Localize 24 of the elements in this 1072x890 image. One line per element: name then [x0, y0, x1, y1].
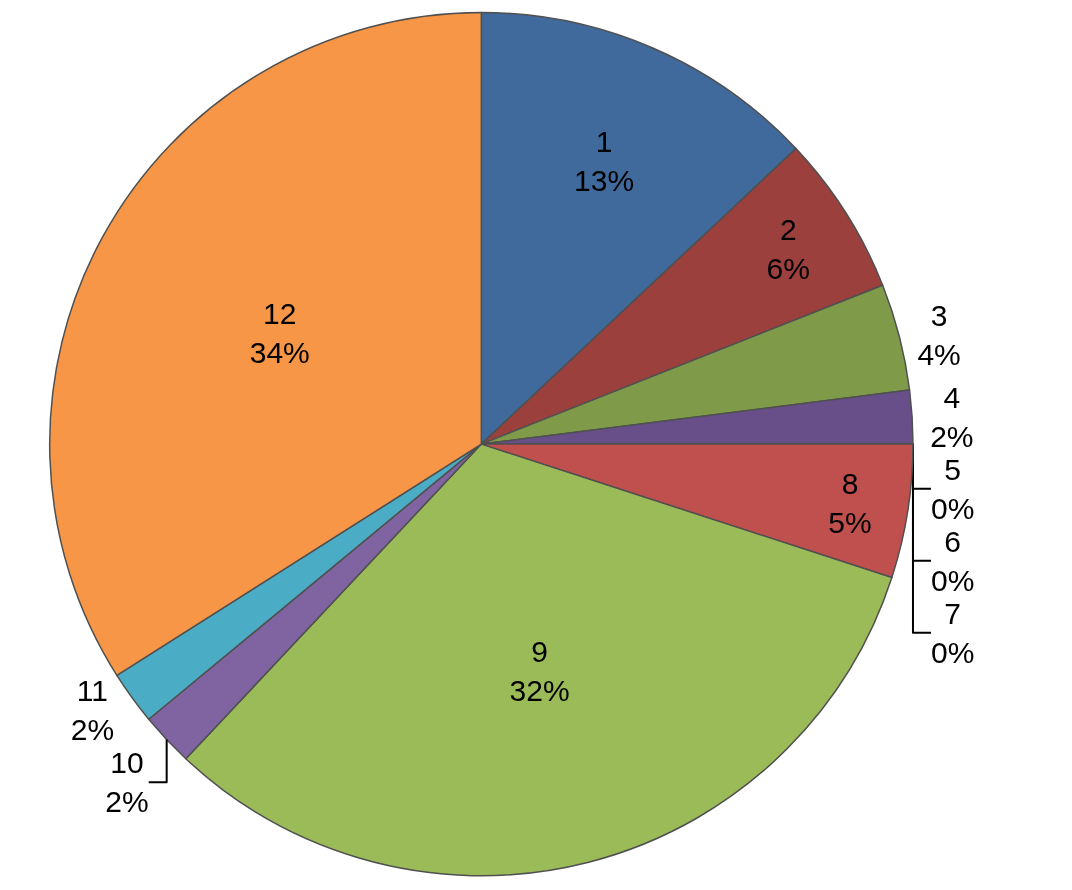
slice-label: 8	[841, 466, 859, 500]
data-label: 2%	[70, 713, 115, 747]
text: 0%	[930, 635, 975, 669]
data-label: 2%	[930, 419, 974, 453]
text: 0%	[930, 491, 975, 525]
data-label: 5%	[828, 505, 872, 539]
slice-label: 3	[930, 298, 948, 332]
data-label: 4%	[917, 337, 961, 371]
slice-label: 2	[779, 213, 797, 247]
slice-label: 10	[110, 746, 144, 780]
category-label: 6	[944, 524, 961, 558]
slice-label: 9	[531, 634, 548, 668]
slice-label: 11	[76, 674, 109, 708]
category-label: 5	[944, 452, 961, 486]
slice-label: 4	[943, 380, 961, 414]
data-label: 6%	[766, 252, 810, 286]
data-label: 13%	[574, 163, 635, 197]
data-label: 32%	[509, 673, 570, 707]
category-label: 7	[944, 596, 961, 630]
slice-label: 12	[263, 297, 297, 331]
data-label: 34%	[249, 336, 310, 370]
text: 0%	[930, 563, 975, 597]
data-label: 2%	[105, 785, 149, 819]
slice-label: 1	[595, 124, 613, 158]
